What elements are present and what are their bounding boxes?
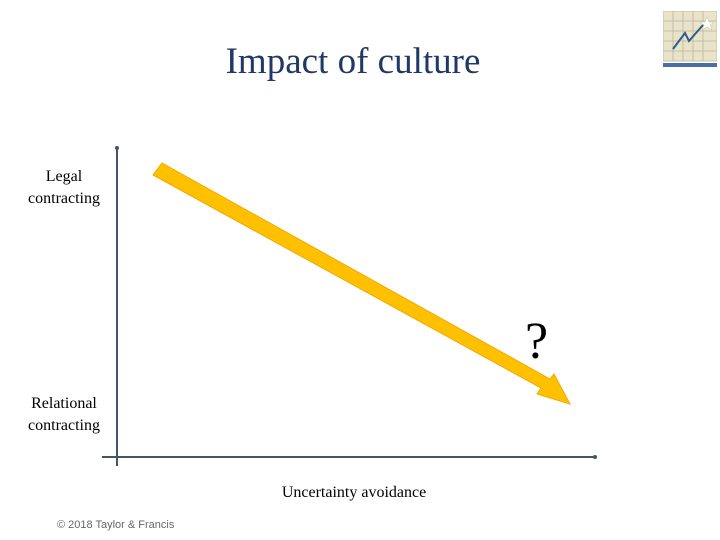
y-axis-end-dot — [115, 146, 119, 150]
slide-title: Impact of culture — [225, 41, 481, 82]
y-label-relational-contracting: Relational contracting — [28, 395, 100, 434]
copyright-footer: © 2018 Taylor & Francis — [57, 519, 175, 531]
publisher-logo-icon — [663, 11, 717, 67]
y-label-legal-contracting: Legal contracting — [28, 168, 100, 207]
x-label-uncertainty-avoidance: Uncertainty avoidance — [281, 484, 427, 501]
trend-arrow — [152, 162, 572, 405]
question-mark: ? — [525, 313, 549, 370]
x-axis-end-dot — [593, 455, 597, 459]
